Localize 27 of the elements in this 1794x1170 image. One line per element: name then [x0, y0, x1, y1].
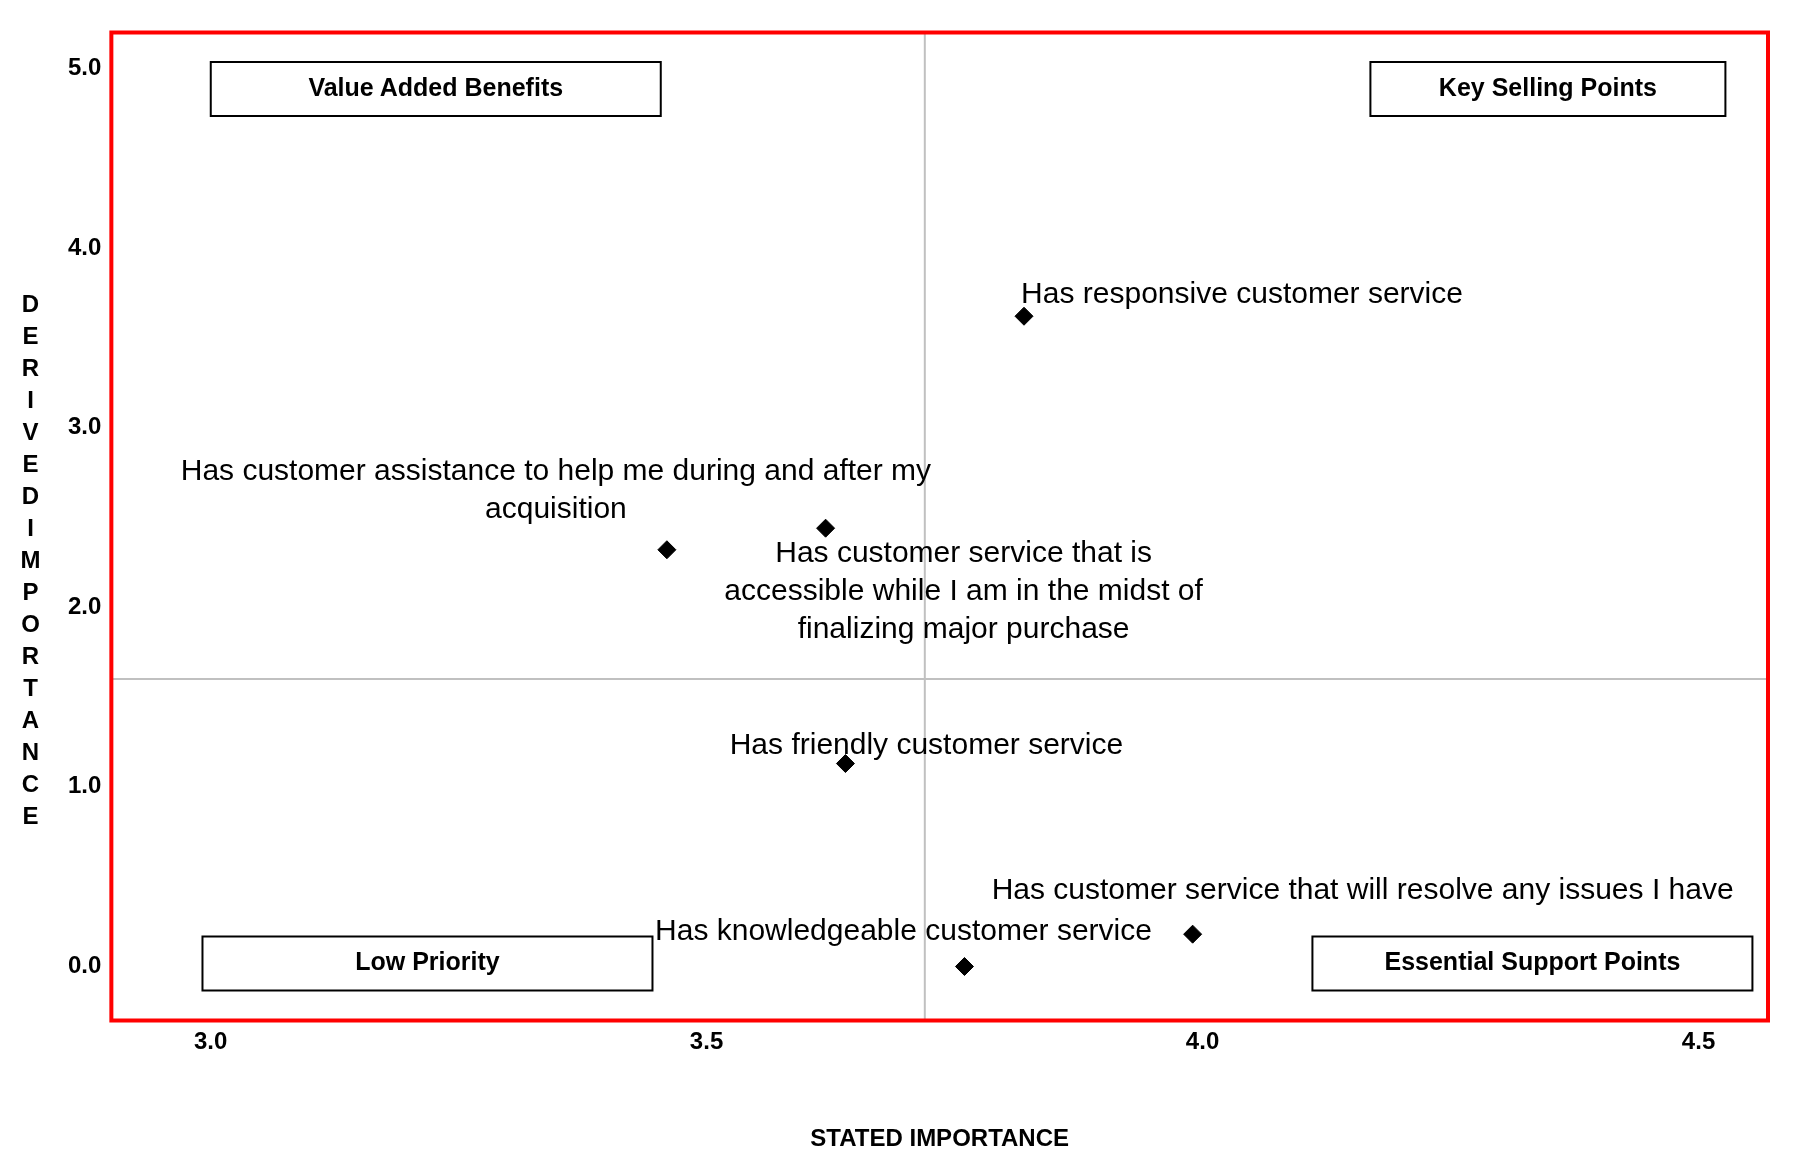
point	[1014, 306, 1034, 326]
data-label: Has knowledgeable customer service	[655, 912, 1152, 946]
annotation: Low Priority	[355, 947, 500, 976]
data-label: Has customer service that is accessible while I am in the midst of finalizing major purchase	[724, 535, 1204, 645]
annotation: Value Added Benefits	[308, 72, 564, 101]
data-label: Has customer assistance to help me during and after my acquisition	[180, 453, 932, 525]
annotation: Essential Support Points	[1384, 947, 1681, 976]
point	[657, 540, 677, 560]
data-label: Has responsive customer service	[1021, 276, 1463, 310]
y-tick-label: 4.0	[67, 232, 102, 260]
x-tick-label: 4.5	[1681, 1027, 1716, 1055]
x-tick-label: 4.0	[1185, 1027, 1220, 1055]
x-tick-label: 3.5	[689, 1027, 724, 1055]
x-axis-title: STATED IMPORTANCE	[810, 1124, 1070, 1152]
data-label: Has customer service that will resolve any issues I have	[991, 872, 1734, 906]
point	[816, 518, 836, 538]
y-tick-label: 1.0	[67, 771, 102, 799]
y-tick-label: 0.0	[67, 951, 102, 979]
y-tick-label: 2.0	[67, 591, 102, 619]
point	[954, 957, 974, 977]
y-tick-label: 3.0	[67, 412, 102, 440]
point	[1183, 924, 1203, 944]
text: DERIVED IMPORTANCE	[20, 290, 41, 829]
y-tick-label: 5.0	[67, 52, 102, 80]
annotation: Key Selling Points	[1438, 72, 1657, 101]
data-label: Has friendly customer service	[729, 726, 1124, 760]
x-tick-label: 3.0	[193, 1027, 228, 1055]
